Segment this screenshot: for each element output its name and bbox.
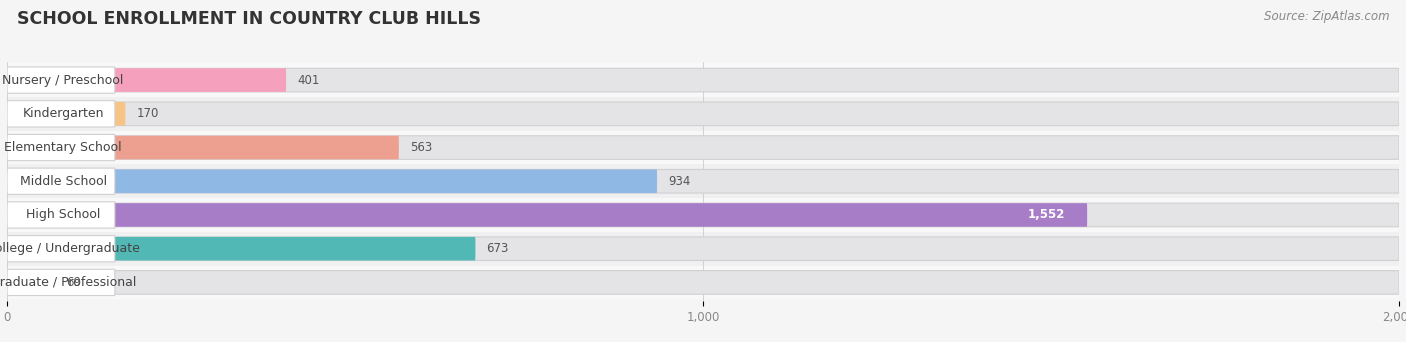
FancyBboxPatch shape — [7, 169, 657, 193]
Text: Elementary School: Elementary School — [4, 141, 122, 154]
FancyBboxPatch shape — [7, 136, 1399, 159]
FancyBboxPatch shape — [7, 265, 1399, 299]
Text: Source: ZipAtlas.com: Source: ZipAtlas.com — [1264, 10, 1389, 23]
Text: 934: 934 — [668, 175, 690, 188]
Text: College / Undergraduate: College / Undergraduate — [0, 242, 141, 255]
FancyBboxPatch shape — [7, 68, 285, 92]
FancyBboxPatch shape — [7, 102, 1399, 126]
FancyBboxPatch shape — [7, 165, 1399, 198]
FancyBboxPatch shape — [7, 203, 1087, 227]
FancyBboxPatch shape — [7, 168, 115, 194]
Text: Middle School: Middle School — [20, 175, 107, 188]
FancyBboxPatch shape — [7, 134, 115, 161]
FancyBboxPatch shape — [7, 101, 115, 127]
FancyBboxPatch shape — [7, 198, 1399, 232]
Text: 673: 673 — [486, 242, 509, 255]
FancyBboxPatch shape — [7, 269, 115, 295]
Text: 401: 401 — [297, 74, 319, 87]
FancyBboxPatch shape — [7, 237, 475, 261]
Text: Graduate / Professional: Graduate / Professional — [0, 276, 136, 289]
FancyBboxPatch shape — [7, 232, 1399, 265]
FancyBboxPatch shape — [7, 271, 1399, 294]
FancyBboxPatch shape — [7, 271, 55, 294]
FancyBboxPatch shape — [7, 136, 399, 159]
FancyBboxPatch shape — [7, 97, 1399, 131]
Text: Nursery / Preschool: Nursery / Preschool — [3, 74, 124, 87]
FancyBboxPatch shape — [7, 202, 115, 228]
FancyBboxPatch shape — [7, 63, 1399, 97]
FancyBboxPatch shape — [7, 68, 1399, 92]
Text: High School: High School — [25, 209, 100, 222]
FancyBboxPatch shape — [7, 102, 125, 126]
FancyBboxPatch shape — [7, 67, 115, 93]
Text: 563: 563 — [411, 141, 432, 154]
Text: 170: 170 — [136, 107, 159, 120]
FancyBboxPatch shape — [7, 131, 1399, 165]
FancyBboxPatch shape — [7, 237, 1399, 261]
Text: Kindergarten: Kindergarten — [22, 107, 104, 120]
FancyBboxPatch shape — [7, 236, 115, 262]
FancyBboxPatch shape — [7, 169, 1399, 193]
Text: 1,552: 1,552 — [1028, 209, 1064, 222]
FancyBboxPatch shape — [7, 203, 1399, 227]
Text: SCHOOL ENROLLMENT IN COUNTRY CLUB HILLS: SCHOOL ENROLLMENT IN COUNTRY CLUB HILLS — [17, 10, 481, 28]
Text: 69: 69 — [66, 276, 82, 289]
